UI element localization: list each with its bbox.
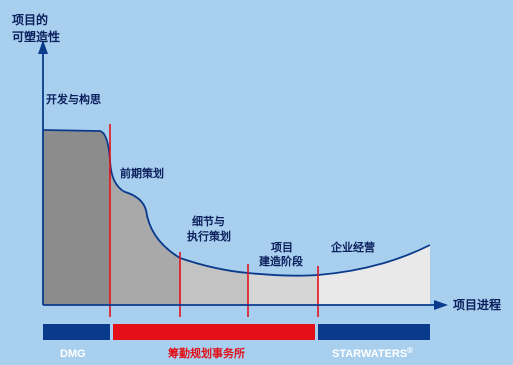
- bar-label-dmg: DMG: [60, 348, 86, 360]
- bar-label-starwaters: STARWATERS®: [332, 346, 413, 360]
- phase-label-detail-2: 执行策划: [187, 229, 231, 243]
- region-detail-planning: [180, 258, 248, 305]
- x-axis-arrow: [434, 300, 448, 310]
- starwaters-text: STARWATERS: [332, 348, 407, 360]
- phase-label-early-planning: 前期策划: [120, 166, 164, 180]
- bar-label-middle: 筹勤规划事务所: [168, 346, 245, 360]
- phase-label-construction-2: 建造阶段: [259, 254, 303, 268]
- region-operation: [318, 245, 430, 305]
- phase-label-operation: 企业经营: [330, 240, 375, 254]
- phase-label-construction-1: 项目: [271, 241, 293, 254]
- x-axis-label: 项目进程: [453, 297, 501, 312]
- bar-segment-middle: [113, 324, 315, 340]
- bar-segment-starwaters: [318, 324, 430, 340]
- region-concept: [43, 130, 110, 305]
- y-axis-label-line1: 项目的: [12, 12, 48, 27]
- bar-segment-dmg: [43, 324, 110, 340]
- phase-label-detail-1: 细节与: [192, 214, 225, 228]
- registered-mark: ®: [407, 346, 413, 355]
- phase-label-concept: 开发与构思: [46, 92, 101, 106]
- region-construction: [248, 273, 318, 305]
- y-axis-arrow: [38, 40, 48, 54]
- y-axis-label-line2: 可塑造性: [12, 29, 60, 44]
- region-early-planning: [110, 160, 180, 305]
